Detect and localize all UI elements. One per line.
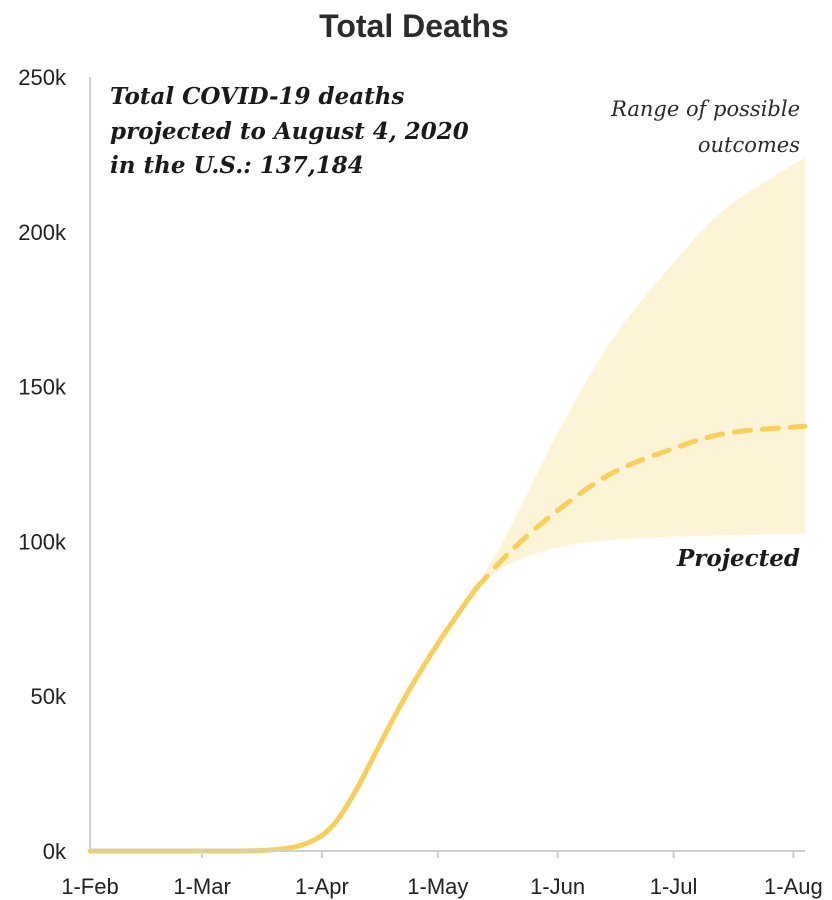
x-tick-label: 1-Apr xyxy=(295,874,349,899)
annotation-range-line-1: Range of possible xyxy=(610,97,800,121)
reported-deaths-line xyxy=(87,585,479,854)
y-tick-label: 150k xyxy=(18,375,67,400)
annotation-main-line-2: projected to August 4, 2020 xyxy=(110,118,469,145)
range-band xyxy=(476,157,805,588)
x-tick-label: 1-May xyxy=(407,874,468,899)
x-tick-label: 1-Jul xyxy=(650,874,698,899)
x-tick-label: 1-Feb xyxy=(61,874,118,899)
x-tick-label: 1-Aug xyxy=(764,874,823,899)
chart-title: Total Deaths xyxy=(319,8,509,44)
y-tick-label: 0k xyxy=(43,839,67,864)
x-tick-label: 1-Jun xyxy=(530,874,585,899)
x-tick-label: 1-Mar xyxy=(173,874,230,899)
y-tick-label: 50k xyxy=(31,684,67,709)
y-tick-label: 250k xyxy=(18,65,67,90)
y-tick-label: 200k xyxy=(18,220,67,245)
y-tick-label: 100k xyxy=(18,529,67,554)
annotation-range-line-2: outcomes xyxy=(698,133,800,157)
annotation-projected: Projected xyxy=(676,545,800,572)
projected-deaths-line xyxy=(473,423,808,591)
annotation-main-line-1: Total COVID-19 deaths xyxy=(110,83,405,110)
annotation-main-line-3: in the U.S.: 137,184 xyxy=(110,152,364,179)
